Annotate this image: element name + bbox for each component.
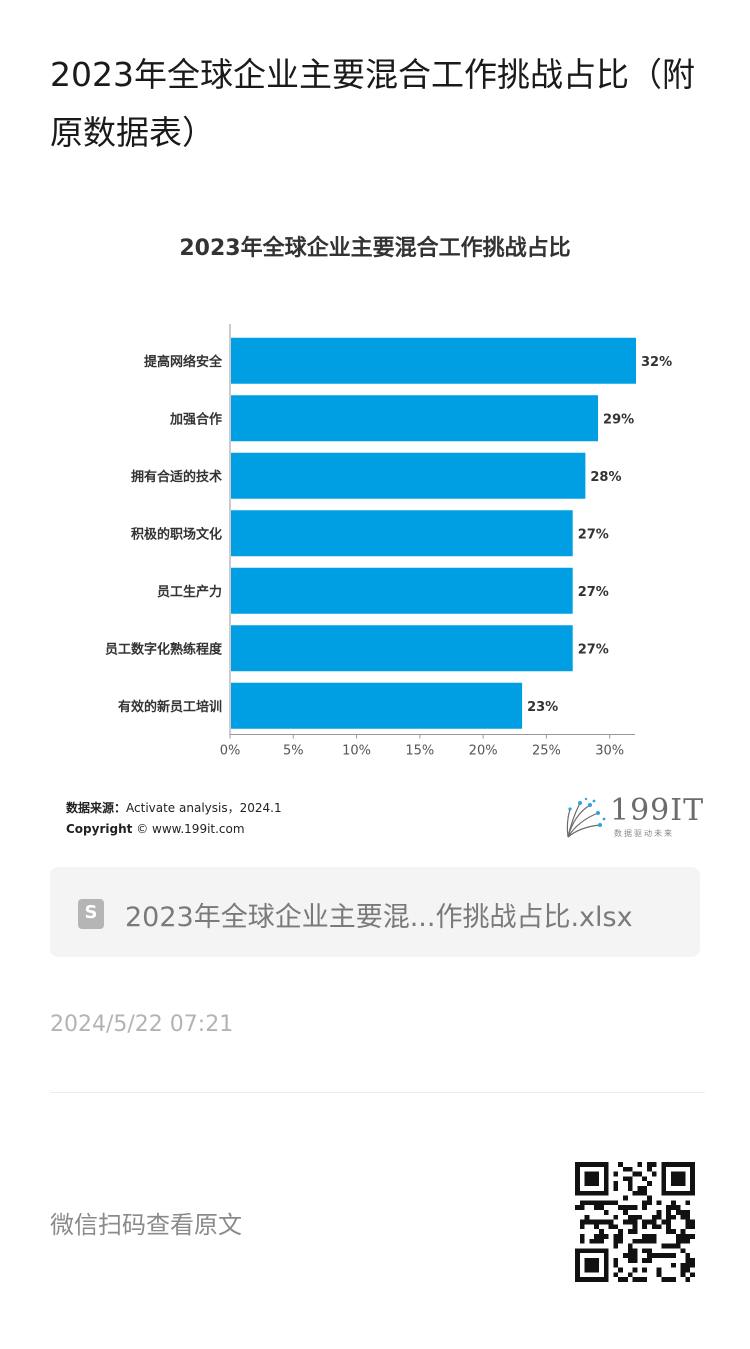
data-label: 23% [527,700,558,715]
attachment-filename[interactable]: 2023年全球企业主要混...作挑战占比.xlsx [125,902,633,933]
category-label: 提高网络安全 [144,354,223,370]
x-tick-label: 0% [220,744,241,759]
attachment-card[interactable]: S 2023年全球企业主要混...作挑战占比.xlsx [50,867,700,957]
logo-subtitle: 数据驱动未来 [614,829,674,838]
bar [231,510,573,557]
x-tick-label: 5% [283,744,304,759]
chart-title: 2023年全球企业主要混合工作挑战占比 [179,236,571,261]
x-tick-label: 20% [469,744,498,759]
data-label: 29% [603,412,634,427]
data-label: 27% [578,527,609,542]
data-label: 28% [590,470,621,485]
category-label: 加强合作 [169,411,222,427]
file-icon-letter: S [84,902,98,923]
post-timestamp: 2024/5/22 07:21 [50,1012,234,1037]
category-label: 员工生产力 [157,584,222,600]
x-tick-label: 25% [532,744,561,759]
copyright-label: Copyright [66,822,133,836]
bar [231,337,636,384]
x-tick-label: 30% [595,744,624,759]
dandelion-logo-icon [566,797,606,838]
qr-label: 微信扫码查看原文 [50,1211,242,1239]
data-label: 32% [641,355,672,370]
category-label: 员工数字化熟练程度 [105,641,223,657]
category-label: 积极的职场文化 [131,526,222,542]
qr-code-icon[interactable] [575,1162,695,1282]
category-label: 有效的新员工培训 [118,699,222,715]
bar [231,395,599,442]
bar [231,452,586,499]
bar [231,567,573,614]
source-label: 数据来源： [66,801,127,815]
source-text: Activate analysis，2024.1 [126,801,282,815]
bar [231,625,573,672]
page-title: 2023年全球企业主要混合工作挑战占比（附原数据表） [50,55,695,152]
category-label: 拥有合适的技术 [131,469,222,485]
spreadsheet-file-icon: S [78,899,104,929]
chart-source: 数据来源：Activate analysis，2024.1 Copyright … [66,798,282,840]
x-tick-label: 10% [342,744,371,759]
x-tick-label: 15% [405,744,434,759]
data-label: 27% [578,642,609,657]
copyright-text: © www.199it.com [136,822,245,836]
brand-logo: 199IT 数据驱动未来 [560,793,703,843]
data-label: 27% [578,585,609,600]
logo-text: 199IT [610,793,705,828]
chart-image: 2023年全球企业主要混合工作挑战占比 提高网络安全 32% 加强合作 29% 拥有合适… [50,200,703,850]
bar-chart: 提高网络安全 32% 加强合作 29% 拥有合适的技术 28% 积极的职场文化 27% 员工生产… [105,324,672,759]
bar [231,682,523,729]
divider [50,1092,705,1093]
